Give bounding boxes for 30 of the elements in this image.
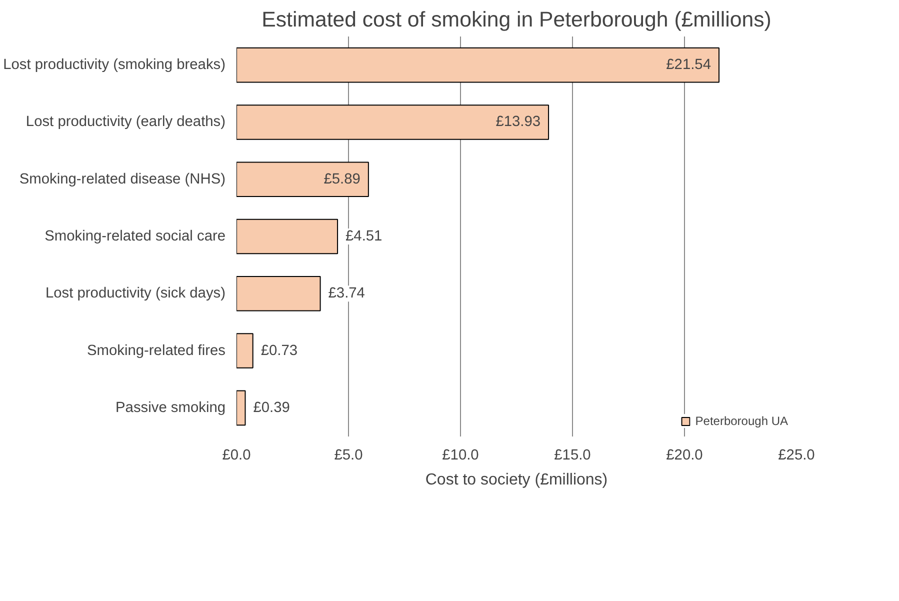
x-tick-label: £10.0: [442, 448, 479, 464]
bar: [236, 104, 550, 140]
data-label: £0.73: [260, 342, 298, 359]
y-tick-label: Smoking-related disease (NHS): [19, 171, 226, 188]
data-label: £3.74: [328, 286, 365, 302]
x-tick-label: £20.0: [666, 448, 703, 464]
data-label: £0.39: [253, 400, 290, 416]
data-label: £21.54: [666, 57, 711, 74]
y-tick-label: Lost productivity (early deaths): [26, 114, 226, 130]
x-tick-label: £25.0: [778, 448, 815, 464]
bar: [236, 47, 720, 83]
bar: [236, 333, 254, 368]
legend-label: Peterborough UA: [695, 414, 788, 428]
y-tick-label: Smoking-related fires: [87, 342, 226, 359]
y-tick-label: Smoking-related social care: [44, 228, 226, 244]
bar: [236, 390, 246, 426]
chart-title: Estimated cost of smoking in Peterborough (£millions): [262, 8, 772, 32]
data-label: £5.89: [324, 171, 360, 188]
data-label: £13.93: [496, 114, 541, 130]
y-tick-label: Lost productivity (smoking breaks): [3, 57, 226, 74]
x-tick-label: £5.0: [334, 448, 363, 464]
x-axis-title: Cost to society (£millions): [425, 472, 608, 488]
y-tick-label: Lost productivity (sick days): [45, 286, 226, 302]
y-tick-label: Passive smoking: [116, 400, 226, 416]
bar: [236, 162, 369, 197]
bar: [236, 276, 321, 312]
data-label: £4.51: [346, 228, 382, 244]
x-tick-label: £15.0: [554, 448, 591, 464]
bar: [236, 218, 338, 254]
x-tick-label: £0.0: [222, 448, 251, 464]
